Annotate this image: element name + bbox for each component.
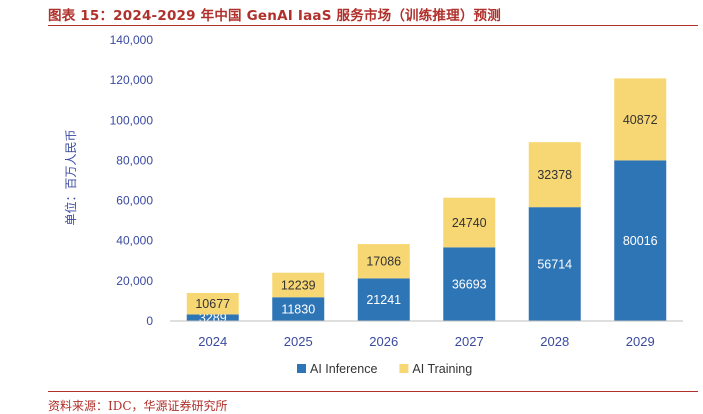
legend-label-ai-inference: AI Inference — [310, 362, 377, 376]
legend-label-ai-training: AI Training — [412, 362, 472, 376]
figure-title: 图表 15：2024-2029 年中国 GenAI IaaS 服务市场（训练推理… — [48, 8, 501, 24]
x-tick-label: 2026 — [369, 334, 398, 349]
data-label: 3289 — [199, 311, 227, 325]
bar-ai-inference — [614, 160, 667, 321]
y-tick-label: 20,000 — [116, 274, 153, 288]
x-tick-label: 2025 — [284, 334, 313, 349]
bar-ai-training — [186, 292, 239, 315]
bar-ai-inference — [528, 207, 581, 321]
data-label: 12239 — [281, 278, 316, 292]
y-tick-label: 100,000 — [110, 113, 154, 127]
bar-ai-training — [528, 142, 581, 208]
data-label: 21241 — [366, 293, 401, 307]
data-label: 36693 — [452, 278, 487, 292]
bar-ai-training — [272, 272, 325, 298]
data-label: 24740 — [452, 216, 487, 230]
source-divider — [48, 391, 698, 392]
bar-ai-inference — [186, 314, 239, 321]
y-tick-label: 40,000 — [116, 234, 153, 248]
legend-swatch-ai-training — [399, 364, 409, 373]
bar-ai-training — [357, 244, 410, 279]
data-label: 40872 — [623, 113, 658, 127]
bar-ai-inference — [443, 247, 496, 321]
data-label: 17086 — [366, 255, 401, 269]
legend-swatch-ai-inference — [297, 364, 306, 373]
y-tick-label: 0 — [146, 314, 153, 328]
bar-ai-training — [614, 78, 667, 161]
bar-ai-inference — [272, 297, 325, 321]
x-tick-label: 2024 — [198, 334, 227, 349]
x-tick-label: 2027 — [455, 334, 484, 349]
x-tick-label: 2029 — [626, 334, 655, 349]
data-label: 11830 — [281, 303, 315, 317]
bar-ai-inference — [357, 278, 410, 321]
stacked-bar-chart: 0 20,000 40,000 60,000 80,000 100,000 120,000 1… — [63, 33, 683, 376]
source-note: 资料来源：IDC，华源证券研究所 — [48, 399, 228, 413]
data-label: 10677 — [195, 297, 230, 311]
y-tick-label: 140,000 — [110, 33, 154, 47]
title-divider — [48, 25, 698, 26]
y-axis-label: 单位：百万人民币 — [63, 129, 78, 225]
bar-ai-training — [443, 197, 496, 248]
data-label: 32378 — [537, 168, 572, 182]
x-tick-label: 2028 — [540, 334, 569, 349]
data-label: 56714 — [537, 258, 572, 272]
y-tick-label: 60,000 — [116, 194, 153, 208]
data-label: 80016 — [623, 234, 658, 248]
y-tick-label: 80,000 — [116, 153, 153, 167]
y-tick-label: 120,000 — [110, 73, 154, 87]
